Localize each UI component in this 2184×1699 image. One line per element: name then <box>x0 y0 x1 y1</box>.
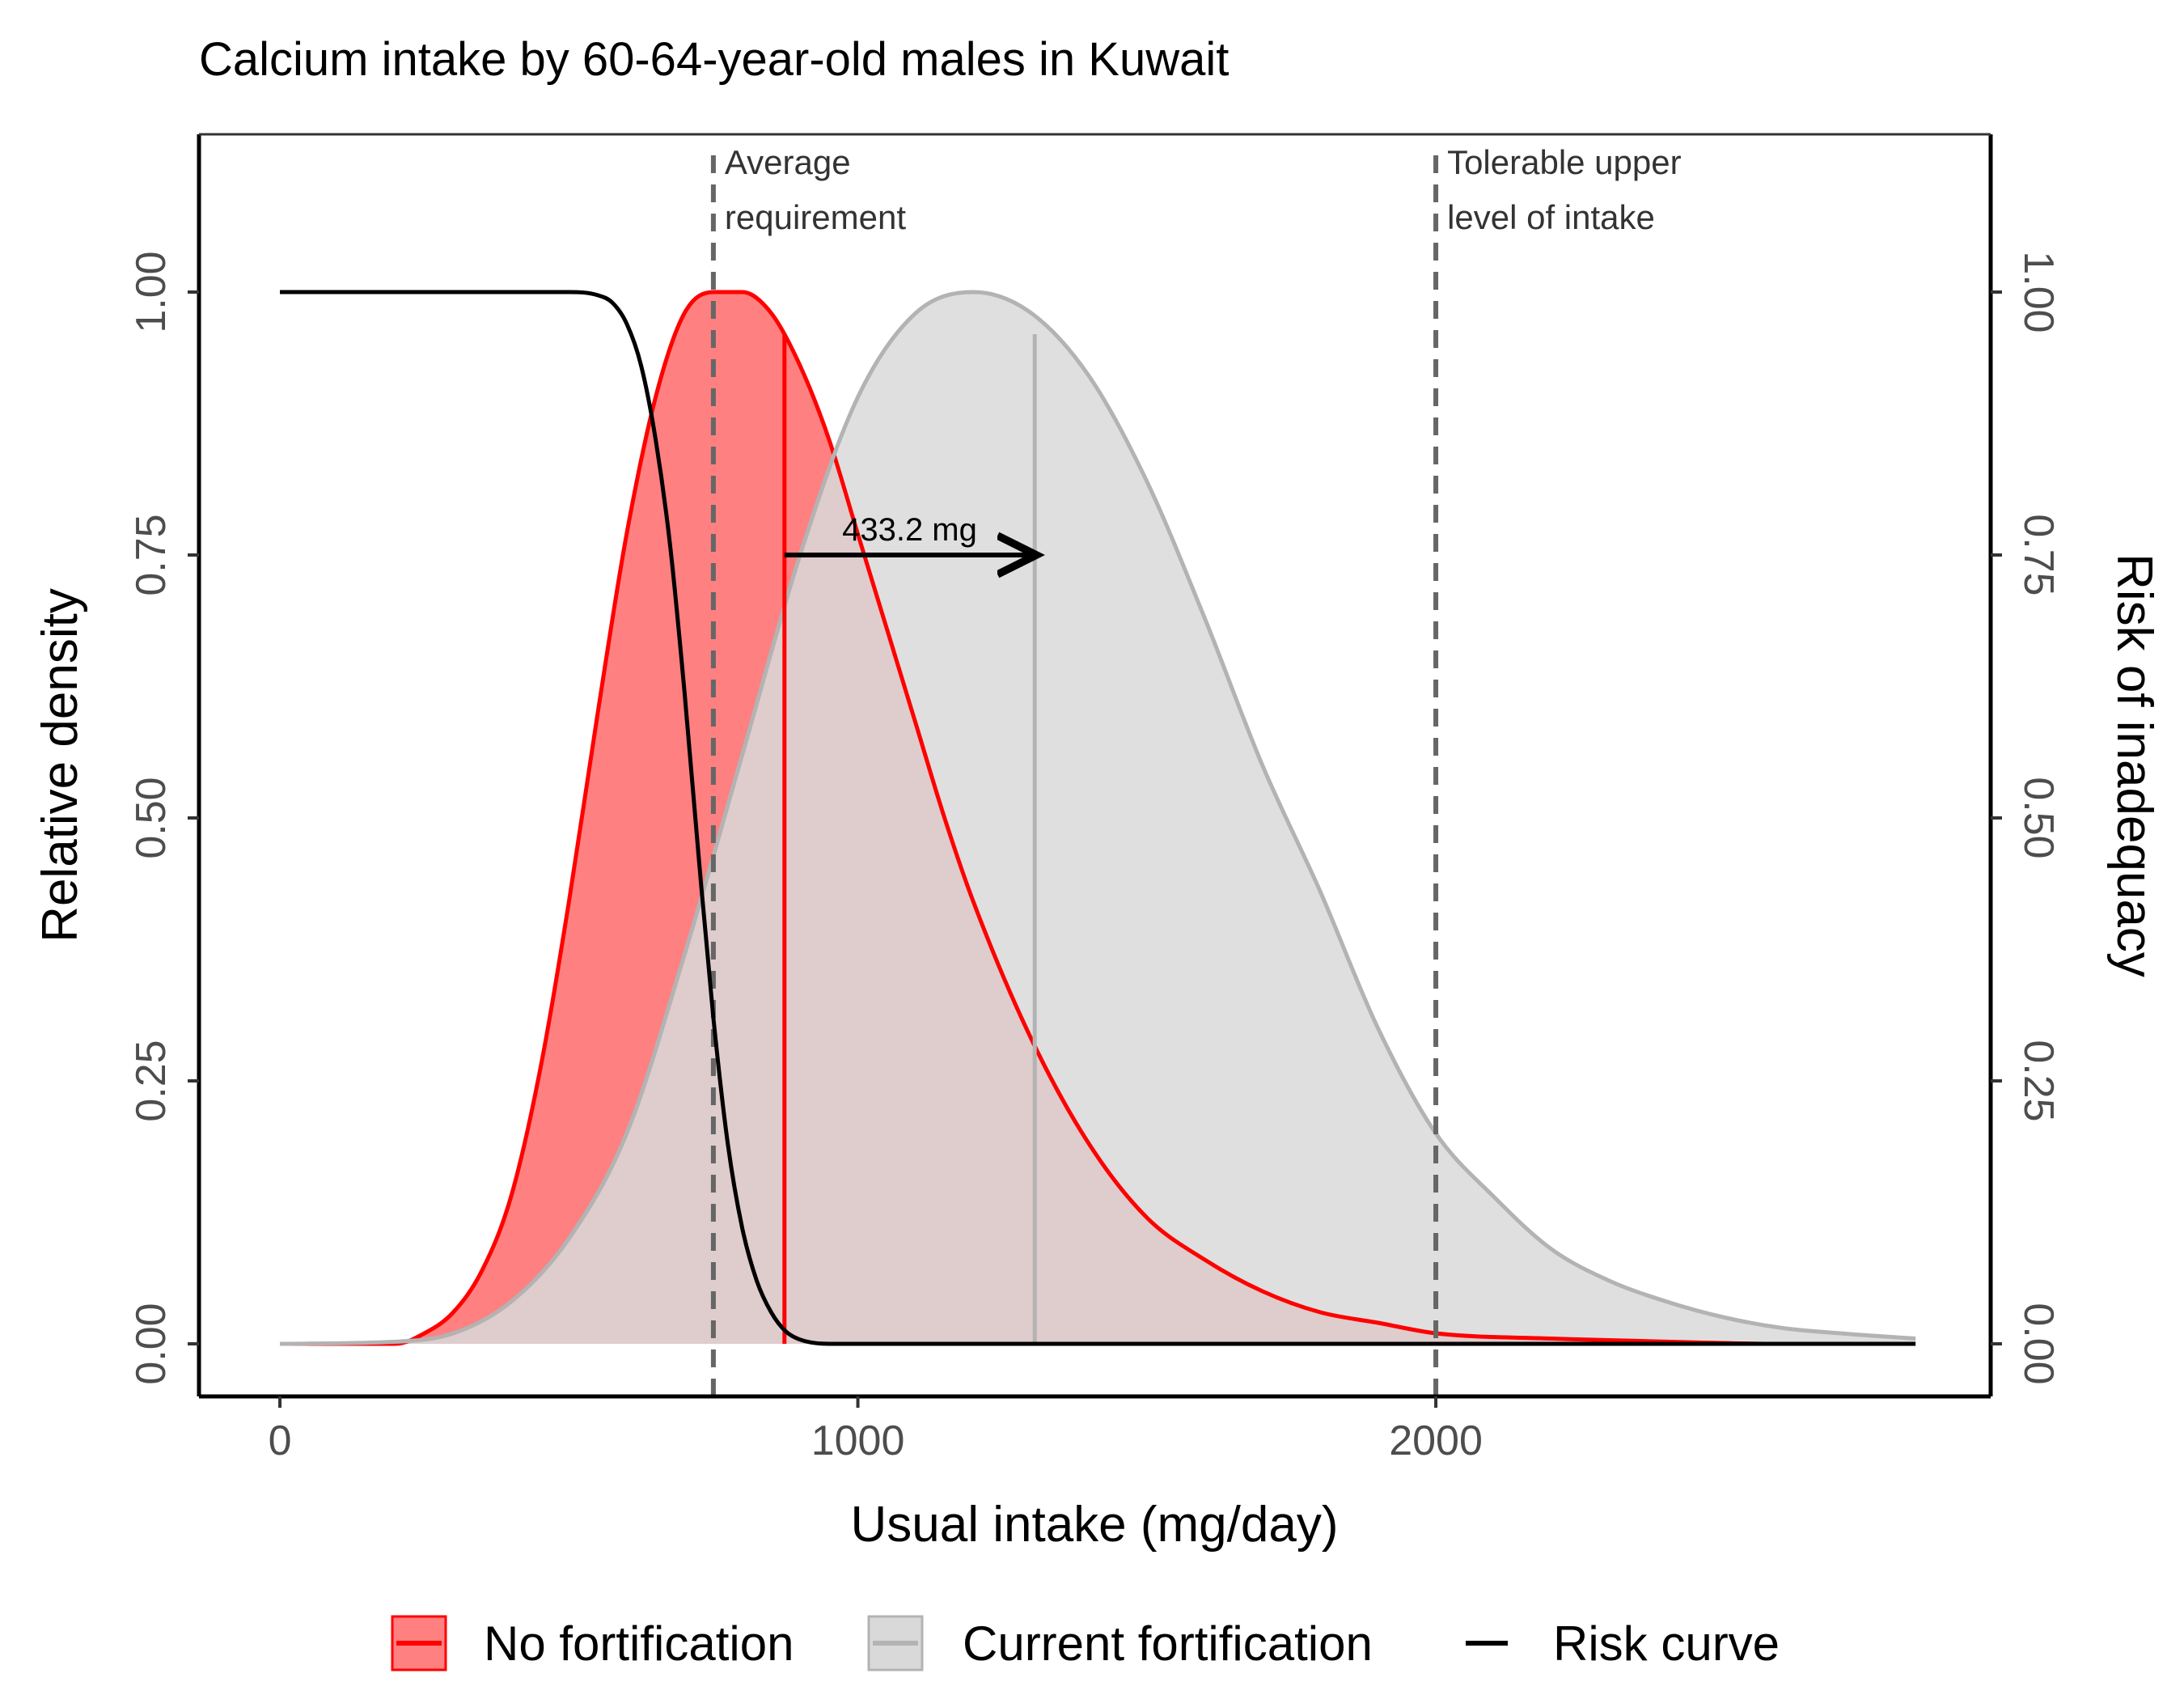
y-tick-label-1: 0.25 <box>128 1040 175 1121</box>
y-tick-label-0: 0.00 <box>128 1303 175 1384</box>
y-tick-label-4: 1.00 <box>128 251 175 333</box>
x-axis-title: Usual intake (mg/day) <box>850 1497 1338 1553</box>
x-tick-label-0: 0 <box>269 1417 292 1464</box>
chart-title: Calcium intake by 60-64-year-old males i… <box>199 33 1229 86</box>
reference-label-1-1: level of intake <box>1447 198 1655 236</box>
line-current-fortification <box>279 290 1916 1346</box>
legend-label-no-fortification: No fortification <box>484 1616 794 1671</box>
reference-label-0-0: Average <box>725 143 851 181</box>
legend: No fortification Current fortification R… <box>391 1615 1780 1671</box>
y2-tick-label-0: 0.00 <box>2015 1303 2062 1384</box>
y2-tick-label-4: 1.00 <box>2015 251 2062 333</box>
y2-axis-title: Risk of inadequacy <box>2106 553 2162 977</box>
y2-tick-label-2: 0.50 <box>2015 777 2062 858</box>
y2-tick-label-1: 0.25 <box>2015 1040 2062 1121</box>
x-tick-label-2: 2000 <box>1389 1417 1483 1464</box>
y-tick-label-3: 0.75 <box>128 514 175 595</box>
legend-label-current-fortification: Current fortification <box>963 1616 1373 1671</box>
y-axis-title: Relative density <box>32 588 88 943</box>
reference-label-1-0: Tolerable upper <box>1447 143 1682 181</box>
line-no-fortification <box>279 290 1916 1346</box>
line-risk-curve <box>280 290 1916 1346</box>
y2-tick-label-3: 0.75 <box>2015 514 2062 595</box>
y-tick-label-2: 0.50 <box>128 777 175 858</box>
area-current-fortification <box>280 292 1916 1344</box>
legend-label-risk-curve: Risk curve <box>1553 1616 1780 1671</box>
reference-label-0-1: requirement <box>725 198 906 236</box>
shift-arrow-label: 433.2 mg <box>842 512 977 548</box>
x-tick-label-1: 1000 <box>811 1417 905 1464</box>
